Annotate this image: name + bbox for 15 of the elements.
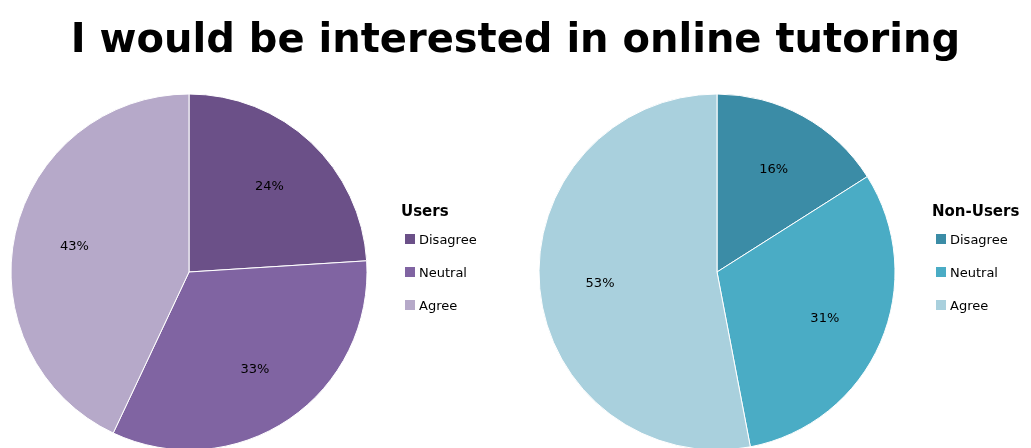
data-label: 16% <box>759 160 789 176</box>
data-label: 53% <box>585 274 615 290</box>
data-label: 24% <box>254 177 284 193</box>
legend-label: Agree <box>950 298 989 313</box>
data-label: 33% <box>240 360 270 376</box>
legend-label: Disagree <box>950 232 1008 247</box>
chart-title: I would be interested in online tutoring <box>70 15 961 61</box>
legend-title: Users <box>401 202 449 220</box>
legend-label: Neutral <box>419 265 467 280</box>
legend-label: Disagree <box>419 232 477 247</box>
legend-label: Agree <box>419 298 458 313</box>
data-label: 31% <box>810 310 840 326</box>
data-label: 43% <box>59 237 89 253</box>
legend-title: Non-Users <box>932 202 1020 220</box>
legend-label: Neutral <box>950 265 998 280</box>
